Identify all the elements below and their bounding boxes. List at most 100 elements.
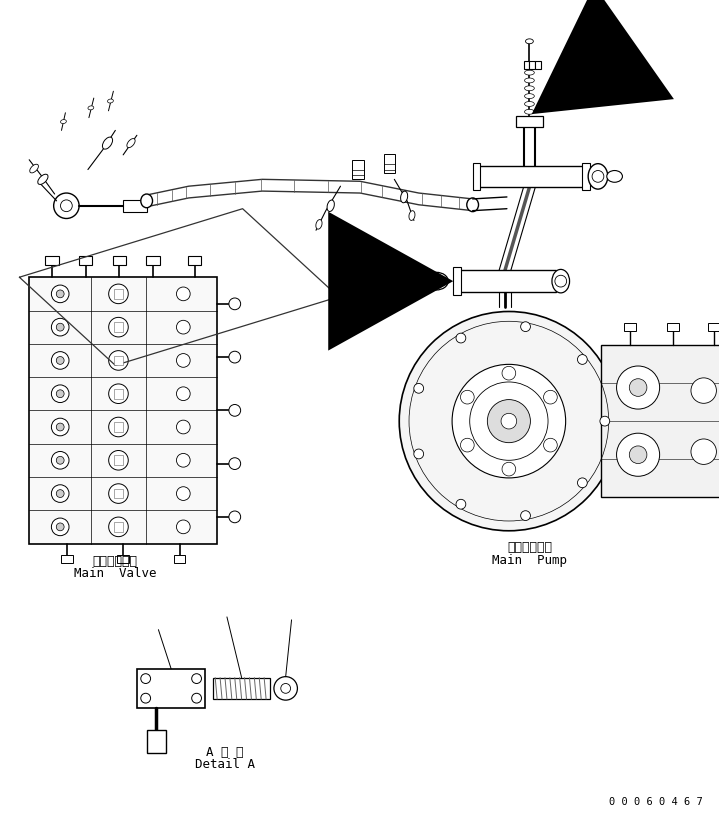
Bar [113, 456, 124, 466]
Bar [45, 256, 59, 266]
Ellipse shape [401, 192, 408, 203]
Ellipse shape [88, 106, 94, 111]
Circle shape [177, 487, 190, 500]
Bar [535, 61, 541, 70]
Circle shape [521, 323, 531, 333]
Circle shape [141, 694, 150, 704]
Circle shape [616, 367, 659, 410]
Ellipse shape [60, 120, 66, 124]
Circle shape [54, 194, 79, 219]
Text: A 詳 細: A 詳 細 [206, 744, 244, 758]
Bar [137, 669, 206, 708]
Circle shape [544, 391, 558, 405]
Ellipse shape [127, 139, 135, 148]
Circle shape [616, 434, 659, 477]
Circle shape [177, 454, 190, 468]
Text: A: A [406, 273, 417, 291]
Text: メインポンプ: メインポンプ [507, 541, 552, 554]
Ellipse shape [525, 102, 534, 107]
Circle shape [229, 458, 241, 470]
Ellipse shape [525, 94, 534, 99]
Bar [147, 730, 166, 753]
Circle shape [108, 484, 128, 504]
Circle shape [460, 391, 474, 405]
Circle shape [502, 463, 515, 477]
Circle shape [56, 357, 64, 365]
Circle shape [108, 451, 128, 470]
Circle shape [470, 382, 548, 461]
Circle shape [177, 520, 190, 534]
Circle shape [52, 352, 69, 370]
Text: Detail A: Detail A [195, 758, 255, 771]
Ellipse shape [327, 201, 334, 212]
Bar [529, 61, 535, 70]
Circle shape [592, 171, 604, 183]
Circle shape [192, 694, 201, 704]
Ellipse shape [552, 270, 569, 293]
Circle shape [52, 319, 69, 337]
Circle shape [177, 354, 190, 368]
Circle shape [52, 286, 69, 303]
Circle shape [108, 285, 128, 305]
Bar [61, 555, 73, 563]
Circle shape [141, 674, 150, 684]
Circle shape [399, 312, 619, 532]
Bar [123, 201, 147, 212]
Ellipse shape [103, 138, 113, 150]
Text: Main  Valve: Main Valve [74, 567, 156, 580]
Bar [478, 166, 585, 188]
Bar [113, 389, 124, 399]
Circle shape [56, 324, 64, 332]
Ellipse shape [525, 71, 534, 76]
Ellipse shape [425, 273, 448, 291]
Circle shape [460, 439, 474, 452]
Ellipse shape [316, 220, 322, 230]
Circle shape [456, 334, 466, 343]
Circle shape [600, 417, 610, 427]
Circle shape [229, 405, 241, 417]
Ellipse shape [525, 111, 534, 115]
Circle shape [630, 379, 647, 397]
Circle shape [177, 287, 190, 301]
Bar [523, 61, 529, 70]
Bar [188, 256, 201, 266]
Bar [79, 256, 92, 266]
Circle shape [414, 450, 424, 459]
Bar [667, 324, 679, 332]
Bar [515, 116, 543, 129]
Bar [113, 256, 126, 266]
Circle shape [630, 446, 647, 464]
Circle shape [56, 391, 64, 398]
Bar [473, 164, 481, 191]
Bar [113, 423, 124, 432]
Circle shape [691, 378, 716, 404]
Bar [708, 324, 720, 332]
Bar [384, 155, 395, 174]
Text: メインバルブ: メインバルブ [93, 554, 138, 567]
Ellipse shape [141, 195, 153, 209]
Circle shape [487, 400, 531, 443]
Circle shape [577, 355, 587, 365]
Circle shape [521, 511, 531, 521]
Circle shape [501, 414, 517, 429]
Ellipse shape [38, 175, 48, 185]
Circle shape [456, 500, 466, 509]
Bar [113, 290, 124, 300]
Circle shape [60, 201, 72, 212]
Circle shape [108, 318, 128, 337]
Circle shape [544, 439, 558, 452]
Bar [458, 271, 556, 292]
Circle shape [52, 452, 69, 469]
Ellipse shape [467, 199, 478, 212]
Ellipse shape [526, 40, 534, 45]
Circle shape [56, 490, 64, 498]
Circle shape [229, 511, 241, 523]
Text: A: A [627, 56, 638, 74]
Circle shape [56, 291, 64, 298]
Bar [113, 489, 124, 499]
Bar [213, 678, 270, 699]
Circle shape [177, 421, 190, 434]
Circle shape [52, 386, 69, 403]
Circle shape [56, 523, 64, 532]
Circle shape [229, 352, 241, 364]
